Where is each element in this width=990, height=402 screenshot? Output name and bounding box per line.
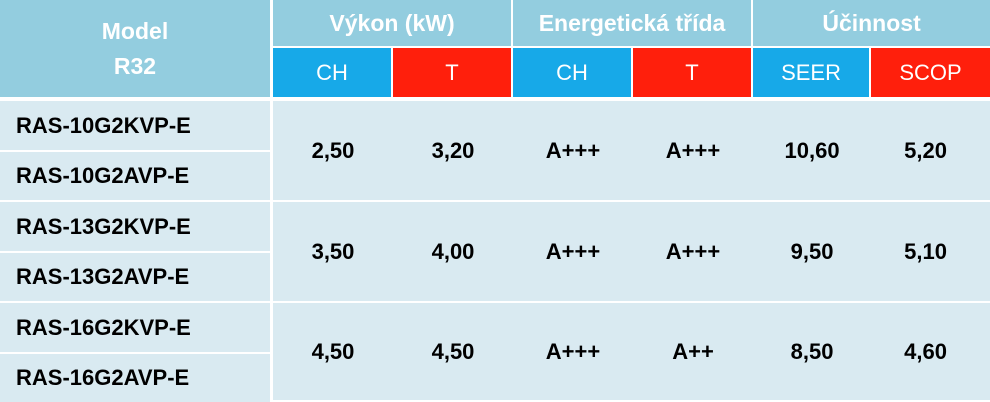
subheader-vykon-ch: CH xyxy=(273,48,393,101)
table-row: RAS-13G2AVP-E xyxy=(0,253,990,303)
model-name: RAS-16G2AVP-E xyxy=(0,354,273,402)
vykon-ch-value: 2,50 xyxy=(273,101,393,202)
vykon-t-value: 4,50 xyxy=(393,303,514,402)
header-trida: Energetická třída xyxy=(513,0,754,48)
scop-value: 5,10 xyxy=(871,202,990,303)
subheader-row: CH T CH T SEER SCOP xyxy=(0,48,990,101)
table-row: RAS-10G2AVP-E xyxy=(0,152,990,202)
table-row: RAS-16G2KVP-E 4,50 4,50 A+++ A++ 8,50 4,… xyxy=(0,303,990,402)
model-name: RAS-16G2KVP-E xyxy=(0,303,273,354)
trida-ch-value: A+++ xyxy=(513,202,634,303)
vykon-t-value: 3,20 xyxy=(393,101,514,202)
trida-t-value: A+++ xyxy=(633,202,754,303)
model-name: RAS-13G2KVP-E xyxy=(0,202,273,253)
model-name: RAS-10G2KVP-E xyxy=(0,101,273,152)
scop-value: 4,60 xyxy=(871,303,990,402)
table-row: RAS-13G2KVP-E 3,50 4,00 A+++ A+++ 9,50 5… xyxy=(0,202,990,303)
scop-value: 5,20 xyxy=(871,101,990,202)
seer-value: 9,50 xyxy=(753,202,872,303)
table-row: RAS-10G2KVP-E 2,50 3,20 A+++ A+++ 10,60 … xyxy=(0,101,990,202)
model-name: RAS-13G2AVP-E xyxy=(0,253,273,303)
trida-ch-value: A+++ xyxy=(513,303,634,402)
subheader-trida-ch: CH xyxy=(513,48,634,101)
subheader-trida-t: T xyxy=(633,48,754,101)
subheader-seer: SEER xyxy=(753,48,872,101)
subheader-scop: SCOP xyxy=(871,48,990,101)
vykon-ch-value: 3,50 xyxy=(273,202,393,303)
seer-value: 8,50 xyxy=(753,303,872,402)
header-model-cell: Model R32 xyxy=(0,0,273,101)
trida-ch-value: A+++ xyxy=(513,101,634,202)
table-row: RAS-16G2AVP-E xyxy=(0,354,990,402)
header-vykon: Výkon (kW) xyxy=(273,0,514,48)
model-name: RAS-10G2AVP-E xyxy=(0,152,273,202)
header-model: Model xyxy=(101,18,169,44)
vykon-ch-value: 4,50 xyxy=(273,303,393,402)
trida-t-value: A+++ xyxy=(633,101,754,202)
header-model-refrigerant: R32 xyxy=(113,52,157,79)
trida-t-value: A++ xyxy=(633,303,754,402)
header-row: Model R32 Výkon (kW) Energetická třída Ú… xyxy=(0,0,990,101)
vykon-t-value: 4,00 xyxy=(393,202,514,303)
header-ucinnost: Účinnost xyxy=(753,0,990,48)
subheader-vykon-t: T xyxy=(393,48,514,101)
seer-value: 10,60 xyxy=(753,101,872,202)
